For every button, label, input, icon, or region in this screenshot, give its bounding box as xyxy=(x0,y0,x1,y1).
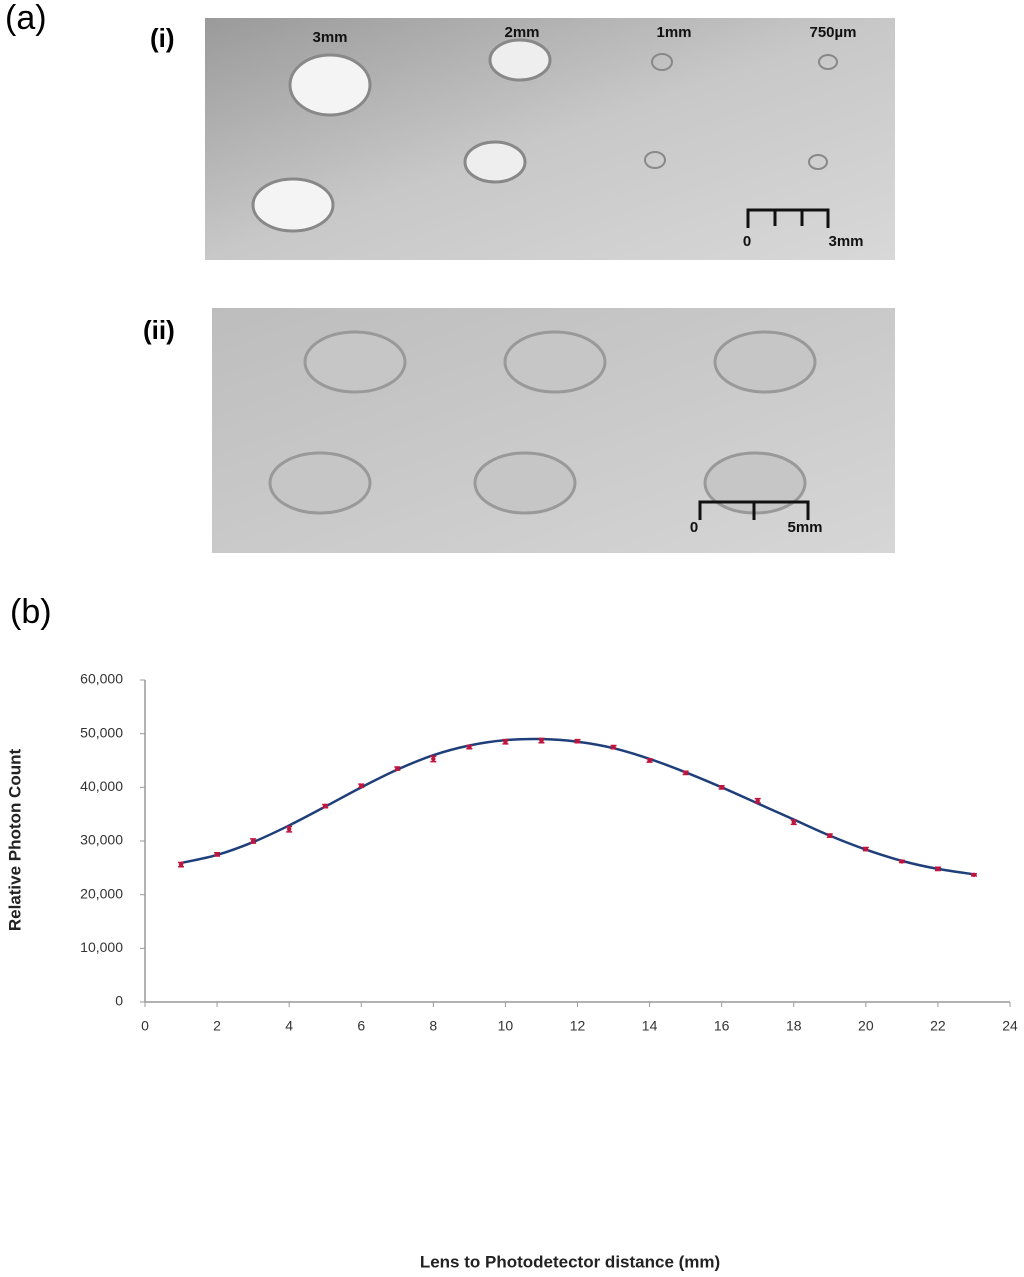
x-tick-label: 22 xyxy=(930,1018,946,1034)
data-point xyxy=(214,852,220,857)
x-tick-label: 0 xyxy=(141,1018,149,1034)
y-tick-label: 20,000 xyxy=(80,885,123,901)
data-point xyxy=(178,862,184,867)
annotation: 3mm xyxy=(312,29,347,46)
photo-ii: 0 5mm xyxy=(212,308,895,553)
y-tick-label: 60,000 xyxy=(80,671,123,687)
scale-label: 3mm xyxy=(828,233,863,250)
x-axis-label: Lens to Photodetector distance (mm) xyxy=(420,1252,720,1271)
data-point xyxy=(719,785,724,790)
data-point xyxy=(575,738,580,744)
scale-label: 0 xyxy=(743,233,751,250)
data-point xyxy=(467,744,472,750)
data-point xyxy=(395,766,400,771)
data-point xyxy=(791,820,796,825)
data-point xyxy=(863,846,869,852)
data-point xyxy=(647,758,652,763)
data-point xyxy=(250,838,256,844)
x-tick-label: 16 xyxy=(714,1018,730,1034)
photo-label: (ii) xyxy=(143,315,175,345)
x-tick-label: 2 xyxy=(213,1018,221,1034)
data-point xyxy=(971,872,977,878)
data-point xyxy=(683,770,688,776)
photo-i: 3mm 2mm 1mm 750µm 0 3mm xyxy=(205,18,895,260)
data-point xyxy=(827,833,832,838)
data-point xyxy=(359,783,364,788)
annotation: 2mm xyxy=(504,24,539,41)
panel-label: (a) xyxy=(5,0,47,37)
scale-label: 5mm xyxy=(787,519,822,536)
x-tick-label: 18 xyxy=(786,1018,802,1034)
annotation: 750µm xyxy=(809,24,856,41)
x-tick-label: 10 xyxy=(498,1018,514,1034)
x-tick-label: 8 xyxy=(429,1018,437,1034)
photo-label: (i) xyxy=(150,23,175,53)
x-tick-label: 6 xyxy=(357,1018,365,1034)
y-tick-label: 0 xyxy=(115,993,123,1009)
y-axis-label: Relative Photon Count xyxy=(5,749,24,932)
y-tick-label: 10,000 xyxy=(80,939,123,955)
x-tick-label: 14 xyxy=(642,1018,658,1034)
data-point xyxy=(755,798,760,803)
x-tick-label: 20 xyxy=(858,1018,874,1034)
fit-line xyxy=(180,737,975,876)
x-tick-label: 12 xyxy=(570,1018,586,1034)
annotation: 1mm xyxy=(656,24,691,41)
data-point xyxy=(899,859,905,864)
data-point xyxy=(503,739,508,744)
panel-label: (b) xyxy=(10,593,52,631)
data-point xyxy=(539,738,544,743)
x-tick-label: 24 xyxy=(1002,1018,1018,1034)
data-point xyxy=(323,803,328,809)
y-tick-label: 30,000 xyxy=(80,832,123,848)
scale-label: 0 xyxy=(690,519,698,536)
data-point xyxy=(431,756,436,762)
x-tick-label: 4 xyxy=(285,1018,293,1034)
data-point xyxy=(286,826,292,832)
data-point xyxy=(611,744,616,750)
data-point xyxy=(935,866,941,872)
y-tick-label: 40,000 xyxy=(80,778,123,794)
y-tick-label: 50,000 xyxy=(80,724,123,740)
